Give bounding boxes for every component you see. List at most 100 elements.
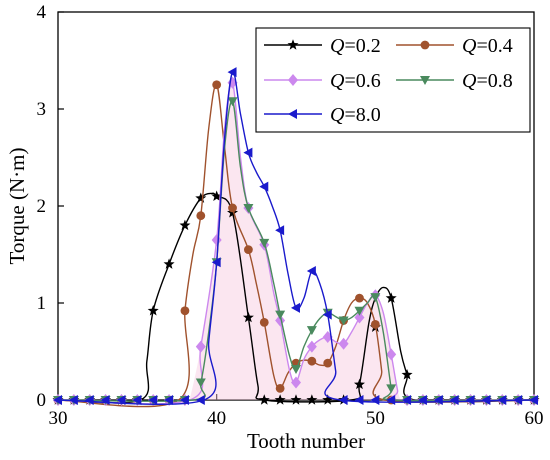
data-point <box>195 395 205 405</box>
x-axis-title: Tooth number <box>247 429 365 453</box>
data-point <box>353 378 365 390</box>
legend-item: Q=0.8 <box>396 70 513 92</box>
x-tick-label: 30 <box>49 408 68 429</box>
data-point <box>354 311 365 324</box>
data-point <box>481 395 491 405</box>
y-tick-label: 3 <box>37 99 47 120</box>
data-point <box>401 368 413 380</box>
data-point <box>244 245 253 255</box>
series-line <box>57 100 535 402</box>
legend-value: =0.8 <box>476 70 512 92</box>
y-tick-label: 2 <box>37 196 47 217</box>
data-point <box>212 80 222 90</box>
legend-label: Q=8.0 <box>330 104 381 126</box>
data-point <box>385 292 397 303</box>
data-point <box>354 306 365 316</box>
data-point <box>402 395 412 405</box>
data-point <box>306 340 317 353</box>
legend-label: Q=0.6 <box>330 70 381 92</box>
data-point <box>195 192 207 203</box>
data-point <box>338 395 348 405</box>
data-point <box>227 97 238 107</box>
data-point <box>449 395 459 405</box>
legend-item: Q=0.4 <box>396 35 513 57</box>
data-point <box>275 310 286 320</box>
data-point <box>243 147 253 158</box>
data-point <box>322 309 332 320</box>
data-point <box>259 238 270 248</box>
data-point <box>179 219 191 231</box>
legend: Q=0.2 Q=0.4Q=0.6 Q=0.8Q=8.0 <box>255 27 531 133</box>
data-point <box>417 395 427 405</box>
data-point <box>290 394 302 405</box>
data-point <box>274 394 286 405</box>
y-tick-label: 0 <box>37 390 47 411</box>
y-axis-title: Torque (N·m) <box>5 148 29 265</box>
data-point <box>497 395 507 405</box>
data-point <box>68 395 78 405</box>
data-point <box>306 394 318 405</box>
data-point <box>338 337 349 350</box>
data-point <box>53 395 62 405</box>
legend-item: Q=0.6 <box>264 70 381 92</box>
legend-marker <box>420 76 430 85</box>
data-point <box>386 395 396 405</box>
data-point <box>228 203 237 213</box>
data-point <box>275 225 285 236</box>
legend-marker <box>287 39 299 50</box>
legend-label: Q=0.2 <box>330 35 381 57</box>
legend-var: Q <box>330 35 345 57</box>
data-point <box>195 378 206 388</box>
legend-marker <box>288 74 298 86</box>
y-tick-label: 1 <box>37 293 47 314</box>
data-point <box>307 356 317 366</box>
data-point <box>195 340 206 353</box>
x-tick-label: 60 <box>525 408 544 429</box>
data-point <box>116 395 126 405</box>
legend-var: Q <box>330 104 345 126</box>
data-point <box>433 395 443 405</box>
legend-item: Q=0.2 <box>264 35 381 57</box>
data-point <box>242 311 254 323</box>
data-point <box>211 257 221 268</box>
legend-value: =0.2 <box>344 35 380 57</box>
data-point <box>513 395 523 405</box>
data-point <box>370 293 381 303</box>
data-point <box>163 258 175 269</box>
data-point <box>259 318 269 327</box>
legend-value: =0.4 <box>476 35 512 57</box>
data-point <box>529 395 538 405</box>
data-point <box>211 190 223 201</box>
data-point <box>243 203 254 213</box>
series-q-8-0 <box>53 67 538 405</box>
data-point <box>322 394 334 405</box>
data-point <box>291 364 301 374</box>
data-point <box>355 293 364 303</box>
data-point <box>306 326 317 336</box>
data-point <box>338 316 349 326</box>
legend-label: Q=0.4 <box>462 35 513 57</box>
data-point <box>164 395 174 405</box>
data-point <box>179 395 189 405</box>
series-line <box>57 84 535 408</box>
shaded-band <box>189 82 401 400</box>
data-point <box>465 395 475 405</box>
data-point <box>259 181 269 192</box>
data-point <box>323 358 333 368</box>
data-point <box>306 265 316 276</box>
data-point <box>291 302 300 313</box>
data-point <box>100 395 110 405</box>
data-point <box>386 348 397 361</box>
x-tick-label: 50 <box>366 408 385 429</box>
legend-marker <box>288 109 297 119</box>
data-point <box>148 395 158 405</box>
legend-var: Q <box>330 70 345 92</box>
data-point <box>132 395 142 405</box>
series-line <box>57 81 535 405</box>
legend-var: Q <box>462 35 477 57</box>
legend-value: =0.6 <box>344 70 380 92</box>
data-point <box>180 306 190 316</box>
data-point <box>84 395 94 405</box>
